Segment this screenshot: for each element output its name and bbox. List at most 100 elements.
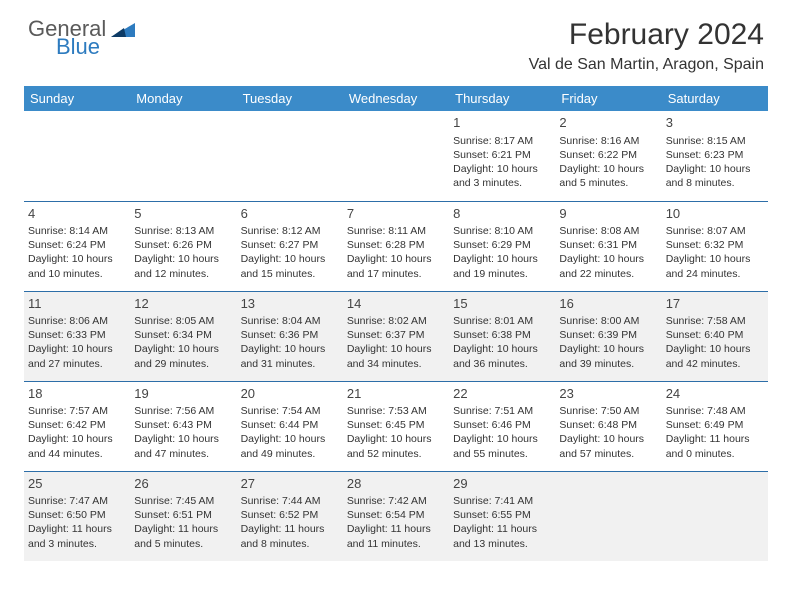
sunset-text: Sunset: 6:40 PM bbox=[666, 328, 764, 342]
calendar-day-cell: 26Sunrise: 7:45 AMSunset: 6:51 PMDayligh… bbox=[130, 471, 236, 561]
calendar-day-cell: 20Sunrise: 7:54 AMSunset: 6:44 PMDayligh… bbox=[237, 381, 343, 471]
sunrise-text: Sunrise: 8:01 AM bbox=[453, 314, 551, 328]
location-subtitle: Val de San Martin, Aragon, Spain bbox=[529, 56, 764, 74]
sunrise-text: Sunrise: 8:15 AM bbox=[666, 134, 764, 148]
day-number: 7 bbox=[347, 205, 445, 223]
sunset-text: Sunset: 6:24 PM bbox=[28, 238, 126, 252]
day-number: 1 bbox=[453, 114, 551, 132]
daylight2-text: and 22 minutes. bbox=[559, 267, 657, 281]
calendar-day-cell: 21Sunrise: 7:53 AMSunset: 6:45 PMDayligh… bbox=[343, 381, 449, 471]
sunset-text: Sunset: 6:45 PM bbox=[347, 418, 445, 432]
daylight2-text: and 55 minutes. bbox=[453, 447, 551, 461]
sunset-text: Sunset: 6:26 PM bbox=[134, 238, 232, 252]
day-number: 15 bbox=[453, 295, 551, 313]
daylight1-text: Daylight: 11 hours bbox=[666, 432, 764, 446]
daylight2-text: and 27 minutes. bbox=[28, 357, 126, 371]
day-number: 19 bbox=[134, 385, 232, 403]
day-number: 9 bbox=[559, 205, 657, 223]
daylight1-text: Daylight: 11 hours bbox=[28, 522, 126, 536]
daylight1-text: Daylight: 10 hours bbox=[347, 252, 445, 266]
daylight2-text: and 3 minutes. bbox=[28, 537, 126, 551]
daylight1-text: Daylight: 10 hours bbox=[666, 252, 764, 266]
sunrise-text: Sunrise: 8:02 AM bbox=[347, 314, 445, 328]
daylight2-text: and 0 minutes. bbox=[666, 447, 764, 461]
sunset-text: Sunset: 6:23 PM bbox=[666, 148, 764, 162]
day-number: 22 bbox=[453, 385, 551, 403]
sunrise-text: Sunrise: 8:13 AM bbox=[134, 224, 232, 238]
calendar-day-cell bbox=[343, 111, 449, 201]
calendar-table: SundayMondayTuesdayWednesdayThursdayFrid… bbox=[24, 86, 768, 561]
sunrise-text: Sunrise: 8:08 AM bbox=[559, 224, 657, 238]
daylight1-text: Daylight: 10 hours bbox=[453, 252, 551, 266]
daylight2-text: and 17 minutes. bbox=[347, 267, 445, 281]
sunrise-text: Sunrise: 7:41 AM bbox=[453, 494, 551, 508]
sunrise-text: Sunrise: 7:50 AM bbox=[559, 404, 657, 418]
day-number: 6 bbox=[241, 205, 339, 223]
daylight1-text: Daylight: 11 hours bbox=[347, 522, 445, 536]
calendar-day-cell: 27Sunrise: 7:44 AMSunset: 6:52 PMDayligh… bbox=[237, 471, 343, 561]
calendar-day-cell: 9Sunrise: 8:08 AMSunset: 6:31 PMDaylight… bbox=[555, 201, 661, 291]
sunset-text: Sunset: 6:37 PM bbox=[347, 328, 445, 342]
day-number: 21 bbox=[347, 385, 445, 403]
calendar-day-cell: 11Sunrise: 8:06 AMSunset: 6:33 PMDayligh… bbox=[24, 291, 130, 381]
calendar-day-cell: 24Sunrise: 7:48 AMSunset: 6:49 PMDayligh… bbox=[662, 381, 768, 471]
day-number: 29 bbox=[453, 475, 551, 493]
daylight1-text: Daylight: 10 hours bbox=[347, 342, 445, 356]
sunrise-text: Sunrise: 8:16 AM bbox=[559, 134, 657, 148]
sunset-text: Sunset: 6:28 PM bbox=[347, 238, 445, 252]
sunset-text: Sunset: 6:31 PM bbox=[559, 238, 657, 252]
calendar-day-cell bbox=[237, 111, 343, 201]
day-header: Thursday bbox=[449, 86, 555, 111]
sunrise-text: Sunrise: 7:42 AM bbox=[347, 494, 445, 508]
day-number: 14 bbox=[347, 295, 445, 313]
sunrise-text: Sunrise: 7:47 AM bbox=[28, 494, 126, 508]
calendar-day-cell: 22Sunrise: 7:51 AMSunset: 6:46 PMDayligh… bbox=[449, 381, 555, 471]
calendar-day-cell: 4Sunrise: 8:14 AMSunset: 6:24 PMDaylight… bbox=[24, 201, 130, 291]
sunset-text: Sunset: 6:54 PM bbox=[347, 508, 445, 522]
day-header: Monday bbox=[130, 86, 236, 111]
daylight1-text: Daylight: 11 hours bbox=[241, 522, 339, 536]
daylight1-text: Daylight: 10 hours bbox=[453, 432, 551, 446]
calendar-day-cell: 7Sunrise: 8:11 AMSunset: 6:28 PMDaylight… bbox=[343, 201, 449, 291]
daylight2-text: and 19 minutes. bbox=[453, 267, 551, 281]
day-header-row: SundayMondayTuesdayWednesdayThursdayFrid… bbox=[24, 86, 768, 111]
sunrise-text: Sunrise: 8:10 AM bbox=[453, 224, 551, 238]
daylight2-text: and 47 minutes. bbox=[134, 447, 232, 461]
sunset-text: Sunset: 6:38 PM bbox=[453, 328, 551, 342]
calendar-day-cell: 19Sunrise: 7:56 AMSunset: 6:43 PMDayligh… bbox=[130, 381, 236, 471]
day-number: 16 bbox=[559, 295, 657, 313]
day-number: 24 bbox=[666, 385, 764, 403]
daylight2-text: and 42 minutes. bbox=[666, 357, 764, 371]
calendar-day-cell: 14Sunrise: 8:02 AMSunset: 6:37 PMDayligh… bbox=[343, 291, 449, 381]
logo-text-blue: Blue bbox=[56, 36, 106, 58]
calendar-day-cell: 2Sunrise: 8:16 AMSunset: 6:22 PMDaylight… bbox=[555, 111, 661, 201]
calendar-day-cell: 3Sunrise: 8:15 AMSunset: 6:23 PMDaylight… bbox=[662, 111, 768, 201]
sunset-text: Sunset: 6:36 PM bbox=[241, 328, 339, 342]
daylight1-text: Daylight: 10 hours bbox=[559, 162, 657, 176]
calendar-day-cell: 23Sunrise: 7:50 AMSunset: 6:48 PMDayligh… bbox=[555, 381, 661, 471]
sunrise-text: Sunrise: 7:51 AM bbox=[453, 404, 551, 418]
logo: General Blue bbox=[28, 18, 137, 58]
daylight1-text: Daylight: 10 hours bbox=[28, 342, 126, 356]
daylight2-text: and 57 minutes. bbox=[559, 447, 657, 461]
daylight1-text: Daylight: 10 hours bbox=[28, 432, 126, 446]
daylight2-text: and 11 minutes. bbox=[347, 537, 445, 551]
day-number: 12 bbox=[134, 295, 232, 313]
daylight1-text: Daylight: 10 hours bbox=[453, 342, 551, 356]
daylight1-text: Daylight: 10 hours bbox=[453, 162, 551, 176]
sunset-text: Sunset: 6:34 PM bbox=[134, 328, 232, 342]
calendar-day-cell: 25Sunrise: 7:47 AMSunset: 6:50 PMDayligh… bbox=[24, 471, 130, 561]
day-number: 25 bbox=[28, 475, 126, 493]
sunrise-text: Sunrise: 8:11 AM bbox=[347, 224, 445, 238]
day-number: 2 bbox=[559, 114, 657, 132]
daylight1-text: Daylight: 10 hours bbox=[559, 342, 657, 356]
day-number: 17 bbox=[666, 295, 764, 313]
daylight1-text: Daylight: 10 hours bbox=[241, 432, 339, 446]
daylight2-text: and 3 minutes. bbox=[453, 176, 551, 190]
triangle-icon bbox=[111, 21, 137, 46]
day-number: 10 bbox=[666, 205, 764, 223]
sunset-text: Sunset: 6:46 PM bbox=[453, 418, 551, 432]
sunrise-text: Sunrise: 7:56 AM bbox=[134, 404, 232, 418]
calendar-body: 1Sunrise: 8:17 AMSunset: 6:21 PMDaylight… bbox=[24, 111, 768, 561]
day-header: Friday bbox=[555, 86, 661, 111]
